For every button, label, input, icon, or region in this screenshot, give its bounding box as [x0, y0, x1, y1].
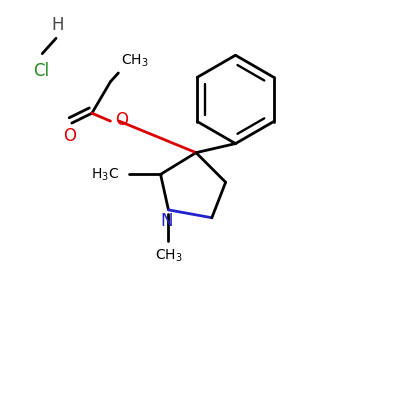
- Text: O: O: [63, 127, 76, 145]
- Text: Cl: Cl: [33, 62, 50, 80]
- Text: H: H: [52, 16, 64, 34]
- Text: N: N: [160, 212, 173, 230]
- Text: CH$_3$: CH$_3$: [121, 52, 149, 69]
- Text: H$_3$C: H$_3$C: [91, 166, 119, 182]
- Text: CH$_3$: CH$_3$: [155, 247, 182, 264]
- Text: O: O: [116, 111, 128, 129]
